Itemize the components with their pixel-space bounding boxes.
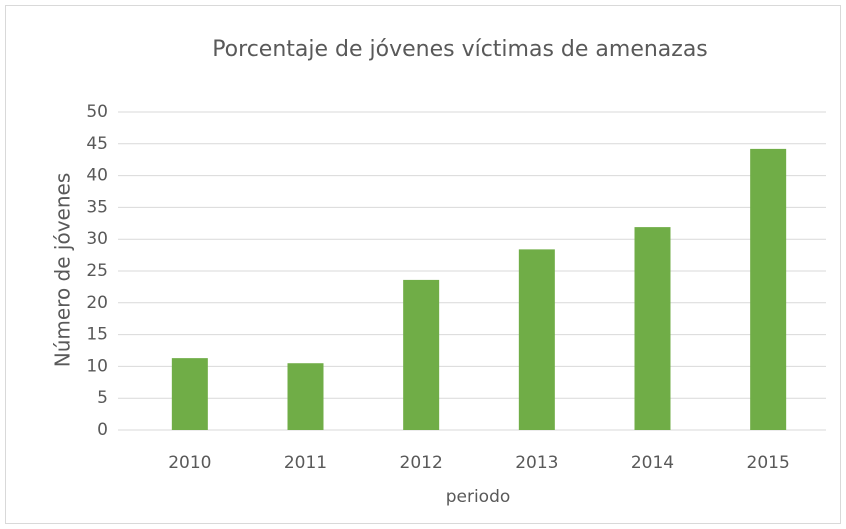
- chart-title: Porcentaje de jóvenes víctimas de amenaz…: [212, 37, 708, 62]
- y-tick-label: 50: [86, 102, 108, 122]
- y-tick-label: 5: [97, 388, 108, 408]
- x-axis-label: periodo: [446, 487, 511, 507]
- bar: [171, 358, 208, 430]
- bar: [634, 227, 671, 430]
- bar: [403, 279, 440, 430]
- y-tick-label: 40: [86, 166, 108, 186]
- bar: [287, 363, 324, 430]
- x-tick-label: 2010: [168, 453, 211, 473]
- y-axis-label: Número de jóvenes: [51, 173, 75, 368]
- y-tick-label: 20: [86, 293, 108, 313]
- y-tick-label: 35: [86, 197, 108, 217]
- y-tick-label: 10: [86, 356, 108, 376]
- bar: [518, 249, 555, 430]
- chart-frame: [5, 5, 841, 524]
- y-tick-label: 0: [97, 420, 108, 440]
- x-tick-label: 2013: [515, 453, 558, 473]
- x-tick-label: 2011: [284, 453, 327, 473]
- x-tick-label: 2012: [400, 453, 443, 473]
- y-tick-label: 45: [86, 134, 108, 154]
- bar: [750, 148, 787, 430]
- x-tick-label: 2014: [631, 453, 674, 473]
- y-tick-label: 30: [86, 229, 108, 249]
- x-tick-label: 2015: [747, 453, 790, 473]
- y-tick-label: 15: [86, 325, 108, 345]
- y-tick-label: 25: [86, 261, 108, 281]
